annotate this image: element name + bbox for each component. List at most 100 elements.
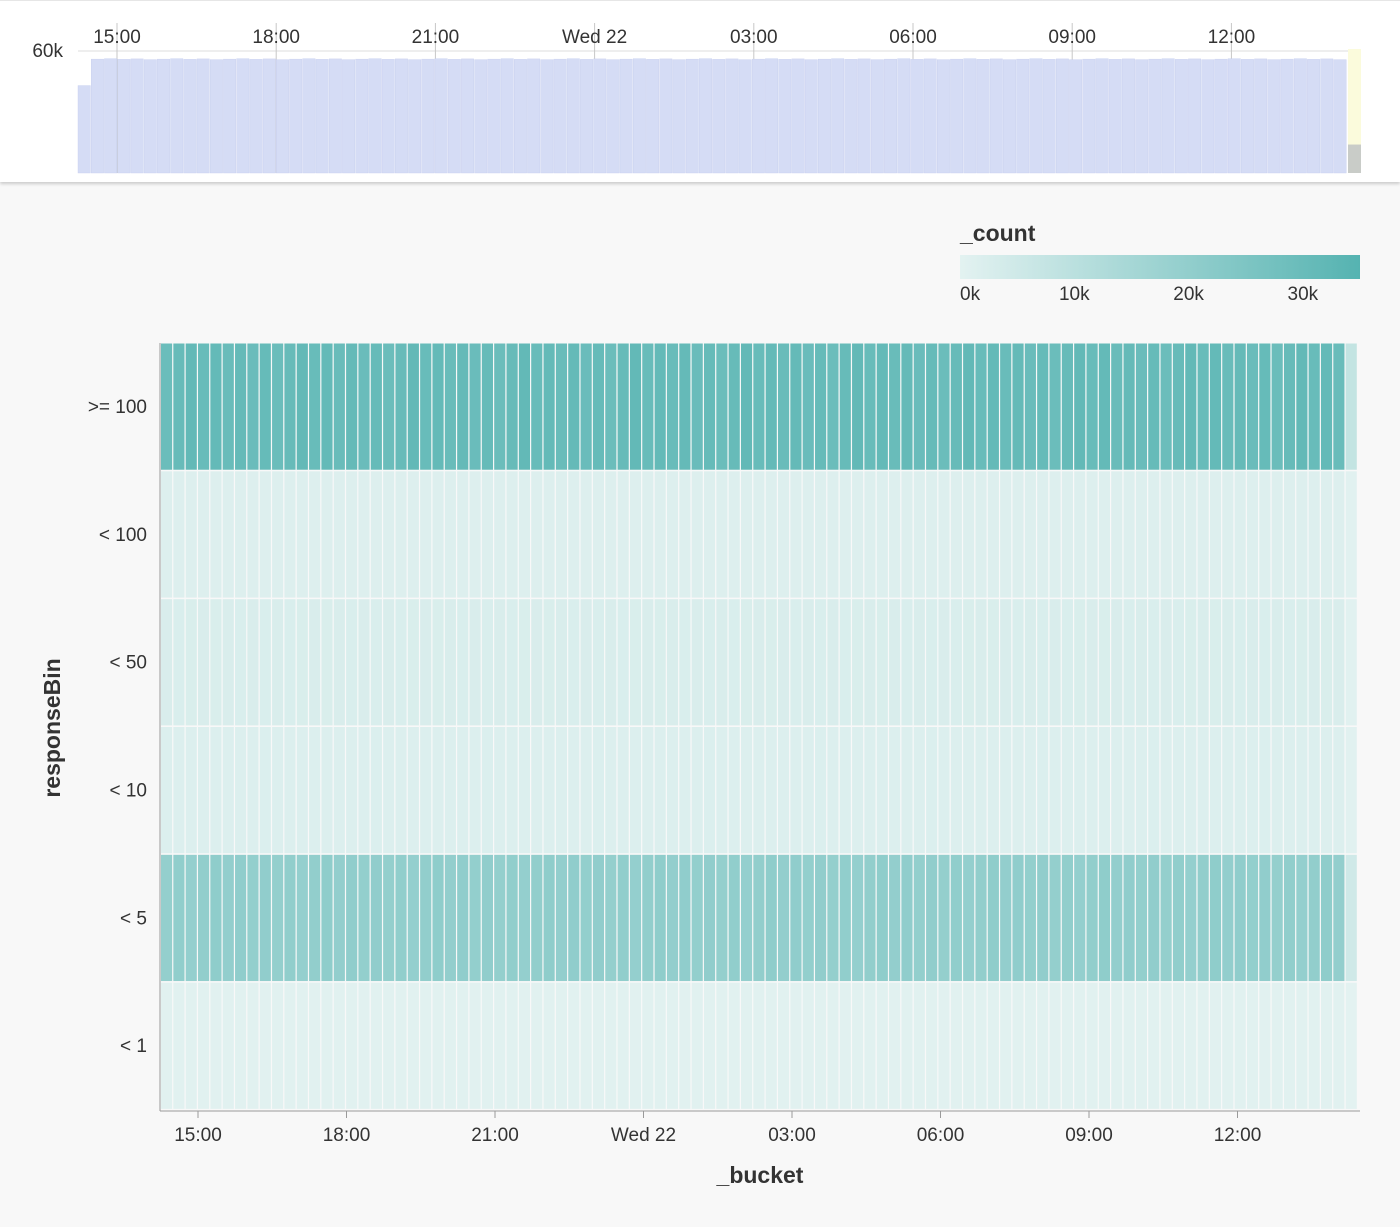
- overview-bar[interactable]: [976, 59, 990, 174]
- heatmap-cell[interactable]: [370, 854, 382, 982]
- heatmap-cell[interactable]: [1209, 727, 1222, 854]
- heatmap-cell[interactable]: [1123, 343, 1135, 470]
- heatmap-cell[interactable]: [1197, 599, 1209, 726]
- heatmap-cell[interactable]: [321, 343, 333, 470]
- overview-bar[interactable]: [1214, 58, 1228, 174]
- overview-bar[interactable]: [646, 59, 660, 174]
- heatmap-cell[interactable]: [987, 982, 999, 1109]
- heatmap-cell[interactable]: [1246, 982, 1259, 1109]
- heatmap-cell[interactable]: [407, 854, 419, 982]
- heatmap-cell[interactable]: [284, 599, 296, 726]
- overview-bar[interactable]: [91, 58, 104, 174]
- heatmap-cell[interactable]: [259, 471, 271, 598]
- overview-bar[interactable]: [685, 58, 699, 174]
- heatmap-cell[interactable]: [666, 343, 679, 470]
- heatmap-cell[interactable]: [198, 471, 210, 598]
- heatmap-cell[interactable]: [827, 343, 839, 470]
- overview-bar[interactable]: [818, 58, 831, 174]
- heatmap-cell[interactable]: [1160, 471, 1172, 598]
- heatmap-cell[interactable]: [1185, 727, 1197, 854]
- heatmap-cell[interactable]: [1000, 854, 1012, 982]
- heatmap-cell[interactable]: [1000, 343, 1012, 470]
- heatmap-cell[interactable]: [321, 727, 333, 854]
- heatmap-cell[interactable]: [1308, 982, 1320, 1109]
- heatmap-cell[interactable]: [457, 727, 469, 854]
- heatmap-cell[interactable]: [247, 727, 259, 854]
- overview-bar[interactable]: [1293, 58, 1307, 174]
- heatmap-cell[interactable]: [506, 343, 518, 470]
- heatmap-cell[interactable]: [827, 854, 839, 982]
- heatmap-cell[interactable]: [309, 599, 321, 726]
- heatmap-cell[interactable]: [481, 599, 493, 726]
- heatmap-cell[interactable]: [1345, 854, 1357, 982]
- heatmap-cell[interactable]: [1197, 727, 1209, 854]
- heatmap-cell[interactable]: [1049, 599, 1061, 726]
- heatmap-cell[interactable]: [457, 343, 469, 470]
- heatmap-cell[interactable]: [1074, 854, 1086, 982]
- overview-bar[interactable]: [897, 58, 911, 174]
- heatmap-cell[interactable]: [1024, 471, 1036, 598]
- heatmap-cell[interactable]: [1222, 471, 1234, 598]
- heatmap-cell[interactable]: [740, 343, 753, 470]
- heatmap-cell[interactable]: [444, 854, 456, 982]
- heatmap-cell[interactable]: [740, 982, 753, 1109]
- heatmap-cell[interactable]: [1222, 727, 1234, 854]
- heatmap-cell[interactable]: [1197, 982, 1209, 1109]
- heatmap-cell[interactable]: [309, 854, 321, 982]
- heatmap-cell[interactable]: [926, 982, 938, 1109]
- heatmap-cell[interactable]: [1012, 854, 1024, 982]
- heatmap-cell[interactable]: [1320, 854, 1333, 982]
- heatmap-cell[interactable]: [518, 599, 531, 726]
- heatmap-cell[interactable]: [1086, 982, 1098, 1109]
- heatmap-cell[interactable]: [235, 982, 247, 1109]
- heatmap-cell[interactable]: [839, 343, 851, 470]
- heatmap-cell[interactable]: [876, 727, 888, 854]
- heatmap-cell[interactable]: [1098, 854, 1110, 982]
- heatmap-cell[interactable]: [642, 343, 654, 470]
- heatmap-cell[interactable]: [1111, 727, 1123, 854]
- heatmap-cell[interactable]: [494, 343, 506, 470]
- heatmap-cell[interactable]: [913, 471, 925, 598]
- heatmap-cell[interactable]: [568, 727, 580, 854]
- heatmap-cell[interactable]: [568, 599, 580, 726]
- heatmap-cell[interactable]: [1123, 982, 1135, 1109]
- overview-bar[interactable]: [804, 59, 818, 174]
- heatmap-cell[interactable]: [210, 343, 222, 470]
- heatmap-cell[interactable]: [518, 854, 531, 982]
- heatmap-cell[interactable]: [827, 727, 839, 854]
- heatmap-cell[interactable]: [1283, 343, 1296, 470]
- heatmap-cell[interactable]: [272, 727, 284, 854]
- overview-bar[interactable]: [791, 58, 805, 174]
- heatmap-cell[interactable]: [432, 727, 444, 854]
- heatmap-cell[interactable]: [531, 471, 543, 598]
- heatmap-cell[interactable]: [1333, 727, 1345, 854]
- heatmap-cell[interactable]: [913, 727, 925, 854]
- heatmap-cell[interactable]: [1345, 599, 1357, 726]
- heatmap-cell[interactable]: [358, 343, 370, 470]
- heatmap-cell[interactable]: [185, 471, 197, 598]
- heatmap-cell[interactable]: [926, 343, 938, 470]
- heatmap-cell[interactable]: [592, 599, 605, 726]
- heatmap-cell[interactable]: [753, 727, 765, 854]
- overview-bar[interactable]: [223, 58, 237, 174]
- overview-bar[interactable]: [672, 59, 686, 174]
- heatmap-cell[interactable]: [309, 471, 321, 598]
- heatmap-cell[interactable]: [679, 854, 691, 982]
- heatmap-cell[interactable]: [691, 727, 703, 854]
- heatmap-cell[interactable]: [1333, 343, 1345, 470]
- heatmap-cell[interactable]: [691, 471, 703, 598]
- heatmap-cell[interactable]: [543, 727, 555, 854]
- heatmap-cell[interactable]: [420, 471, 432, 598]
- heatmap-cell[interactable]: [926, 854, 938, 982]
- heatmap-cell[interactable]: [173, 854, 185, 982]
- overview-bar[interactable]: [421, 58, 435, 174]
- overview-bar[interactable]: [276, 59, 289, 174]
- heatmap-cell[interactable]: [1135, 343, 1148, 470]
- heatmap-cell[interactable]: [1222, 982, 1234, 1109]
- heatmap-cell[interactable]: [901, 599, 913, 726]
- heatmap-cell[interactable]: [259, 854, 271, 982]
- heatmap-cell[interactable]: [1148, 982, 1160, 1109]
- heatmap-cell[interactable]: [913, 343, 925, 470]
- heatmap-cell[interactable]: [1308, 727, 1320, 854]
- heatmap-cell[interactable]: [235, 727, 247, 854]
